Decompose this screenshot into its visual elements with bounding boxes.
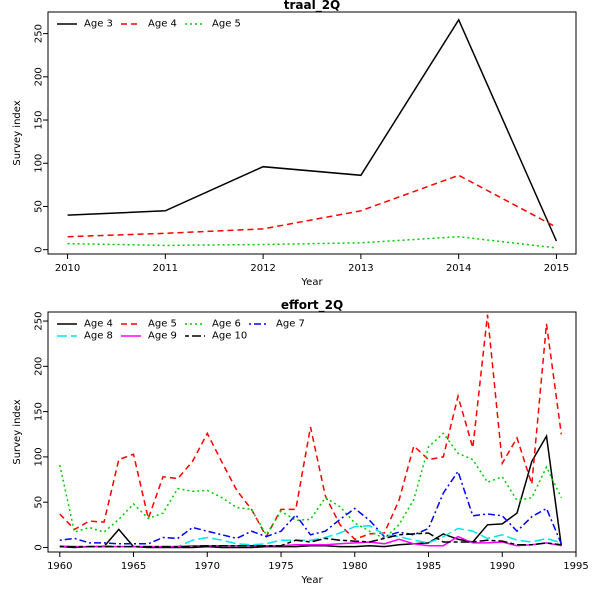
series-line-age-4 (59, 433, 563, 549)
y-tick-label: 50 (34, 496, 45, 509)
y-tick-label: 100 (34, 447, 45, 466)
chart-title: traal_2Q (284, 0, 341, 13)
x-tick-label: 1990 (490, 561, 515, 572)
legend-label: Age 8 (84, 331, 113, 342)
plot-frame (47, 11, 577, 255)
series-line-age-4 (67, 174, 557, 238)
legend-label: Age 5 (212, 19, 241, 30)
plot-frame (47, 311, 577, 553)
legend-label: Age 4 (84, 319, 113, 330)
series-line-age-7 (59, 469, 562, 545)
legend-label: Age 3 (84, 19, 113, 30)
series-line-age-6 (59, 432, 562, 540)
series-line-age-3 (67, 18, 558, 242)
legend: Age 3 Age 4 Age 5 (57, 19, 241, 30)
y-tick-label: 200 (34, 357, 45, 376)
legend-label: Age 6 (212, 319, 241, 330)
x-tick-label: 1970 (195, 561, 220, 572)
x-tick-label: 2014 (446, 263, 471, 274)
x-tick-label: 1980 (342, 561, 367, 572)
x-tick-label: 1965 (121, 561, 146, 572)
series-line-age-8 (59, 524, 562, 548)
y-tick-label: 0 (34, 246, 45, 252)
chart-panel-2: effort_2Q 1960 1965 1970 1975 1980 1985 1990 199… (12, 298, 589, 586)
x-axis-label: Year (300, 575, 323, 586)
x-tick-label: 2012 (250, 263, 275, 274)
y-tick-label: 0 (34, 544, 45, 550)
y-tick-label: 250 (34, 312, 45, 331)
y-tick-label: 150 (34, 110, 45, 129)
y-tick-label: 250 (34, 24, 45, 43)
x-tick-label: 1985 (416, 561, 441, 572)
y-tick-label: 100 (34, 154, 45, 173)
y-axis-label: Survey index (12, 100, 23, 165)
y-axis-label: Survey index (12, 399, 23, 464)
chart-panel-1: traal_2Q 2010 2011 2012 2013 2014 2015 0 50 100 15… (12, 0, 577, 288)
chart-title: effort_2Q (281, 298, 343, 313)
x-axis-label: Year (300, 277, 323, 288)
legend-label: Age 7 (276, 319, 305, 330)
x-tick-label: 2013 (348, 263, 373, 274)
series-line-age-5 (59, 314, 563, 541)
y-tick-label: 50 (34, 200, 45, 213)
x-tick-label: 1975 (268, 561, 293, 572)
x-tick-label: 2015 (544, 263, 569, 274)
x-tick-label: 1960 (47, 561, 72, 572)
x-tick-label: 1995 (563, 561, 588, 572)
legend: Age 4 Age 5 Age 6 Age 7 Age 8 Age 9 Age 10 (57, 319, 305, 342)
y-tick-label: 200 (34, 67, 45, 86)
legend-label: Age 10 (212, 331, 247, 342)
legend-label: Age 5 (148, 319, 177, 330)
series-line-age-5 (67, 235, 557, 249)
x-tick-label: 2010 (55, 263, 80, 274)
series-line-age-10 (59, 532, 562, 548)
x-tick-label: 2011 (153, 263, 178, 274)
y-tick-label: 150 (34, 402, 45, 421)
legend-label: Age 4 (148, 19, 177, 30)
legend-label: Age 9 (148, 331, 177, 342)
